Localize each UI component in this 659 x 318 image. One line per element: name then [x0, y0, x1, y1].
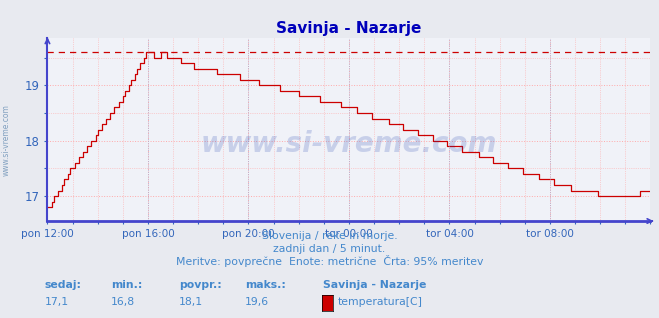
Text: Meritve: povprečne  Enote: metrične  Črta: 95% meritev: Meritve: povprečne Enote: metrične Črta:… — [176, 255, 483, 267]
Text: www.si-vreme.com: www.si-vreme.com — [201, 130, 497, 158]
Text: sedaj:: sedaj: — [45, 280, 82, 290]
Text: Savinja - Nazarje: Savinja - Nazarje — [323, 280, 426, 290]
Text: 17,1: 17,1 — [45, 297, 69, 307]
Text: maks.:: maks.: — [245, 280, 286, 290]
Text: temperatura[C]: temperatura[C] — [337, 297, 422, 307]
Text: 19,6: 19,6 — [245, 297, 270, 307]
Text: www.si-vreme.com: www.si-vreme.com — [2, 104, 11, 176]
Text: Slovenija / reke in morje.: Slovenija / reke in morje. — [262, 231, 397, 241]
Text: 18,1: 18,1 — [179, 297, 204, 307]
Text: 16,8: 16,8 — [111, 297, 135, 307]
Text: povpr.:: povpr.: — [179, 280, 222, 290]
Text: min.:: min.: — [111, 280, 142, 290]
Text: zadnji dan / 5 minut.: zadnji dan / 5 minut. — [273, 244, 386, 254]
Title: Savinja - Nazarje: Savinja - Nazarje — [276, 21, 422, 36]
